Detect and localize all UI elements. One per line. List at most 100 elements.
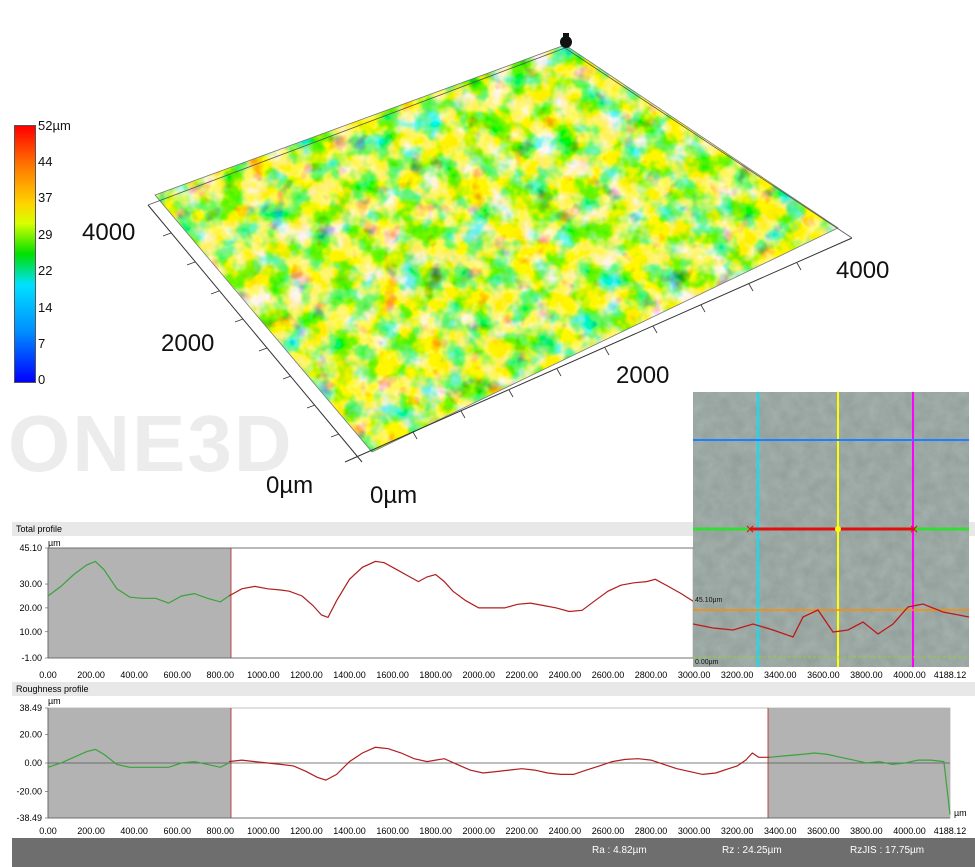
total-x-tick-label: 2400.00	[549, 670, 582, 680]
total-x-tick-label: 2000.00	[462, 670, 495, 680]
roughness-x-tick-label: 0.00	[39, 826, 57, 836]
total-x-tick-label: 1800.00	[419, 670, 452, 680]
scale-tick: 22	[38, 263, 53, 278]
axis-x-tick-label: 0µm	[370, 482, 418, 509]
scale-tick: 37	[38, 190, 53, 205]
roughness-x-tick-label: 4000.00	[893, 826, 926, 836]
roughness-x-tick-label: 2400.00	[549, 826, 582, 836]
total-x-tick-label: 1400.00	[333, 670, 366, 680]
scale-tick: 0	[38, 372, 46, 387]
axis-x-tick-label: 4000	[836, 257, 890, 284]
total-x-tick-label: 1000.00	[247, 670, 280, 680]
total-series-line	[47, 560, 230, 604]
roughness-x-tick-label: 1800.00	[419, 826, 452, 836]
scale-tick: 52µm	[38, 118, 71, 133]
roughness-profile-title: Roughness profile	[16, 684, 89, 694]
roughness-x-tick-label: 1600.00	[376, 826, 409, 836]
roughness-x-tick-label: 400.00	[120, 826, 148, 836]
roughness-x-tick-label: 4188.12	[934, 826, 967, 836]
roughness-x-tick-label: 1200.00	[290, 826, 323, 836]
total-excluded-region	[48, 548, 231, 658]
roughness-x-tick-label: 2200.00	[506, 826, 539, 836]
axis-x-ticks	[412, 262, 802, 440]
roughness-y-tick-label: -38.49	[16, 813, 42, 823]
total-x-tick-label: 1200.00	[290, 670, 323, 680]
roughness-x-tick-label: 600.00	[163, 826, 191, 836]
roughness-series-line	[47, 748, 230, 768]
total-x-tick-label: 4000.00	[893, 670, 926, 680]
total-profile-lines	[47, 560, 695, 619]
total-x-tick-label: 2800.00	[635, 670, 668, 680]
roughness-y-ticks: 38.49 20.00 0.00 -20.00 -38.49	[16, 703, 48, 823]
roughness-x-tick-label: 800.00	[207, 826, 235, 836]
roughness-y-tick-label: 38.49	[19, 703, 42, 713]
total-x-tick-label: 3600.00	[807, 670, 840, 680]
micrograph-inset: × × 45.10µm 0.00µm	[693, 392, 969, 667]
ra-value: Ra : 4.82µm	[592, 845, 647, 856]
total-x-tick-label: 800.00	[207, 670, 235, 680]
roughness-profile-unit: µm	[48, 696, 61, 706]
total-x-tick-label: 3800.00	[850, 670, 883, 680]
axis-y-tick-label: 2000	[161, 330, 215, 357]
roughness-x-tick-label: 3000.00	[678, 826, 711, 836]
total-y-ticks: 45.10 30.00 20.00 10.00 -1.00	[19, 543, 48, 663]
roughness-x-tick-label: 2000.00	[462, 826, 495, 836]
scale-tick: 14	[38, 300, 53, 315]
total-x-tick-label: 2200.00	[506, 670, 539, 680]
svg-text:×: ×	[745, 522, 755, 536]
total-series-line	[228, 560, 695, 619]
roughness-y-tick-label: 20.00	[19, 729, 42, 739]
total-x-tick-label: 3000.00	[678, 670, 711, 680]
total-x-tick-label: 3400.00	[764, 670, 797, 680]
axis-y-tick-label: 4000	[82, 219, 136, 246]
total-x-tick-label: 2600.00	[592, 670, 625, 680]
total-y-tick-label: 20.00	[19, 603, 42, 613]
roughness-x-ticks: 0.00 200.00 400.00 600.00 800.00 1000.00 1200.…	[39, 826, 966, 836]
total-y-tick-label: 10.00	[19, 627, 42, 637]
total-x-tick-label: 400.00	[120, 670, 148, 680]
total-x-ticks: 0.00 200.00 400.00 600.00 800.00 1000.00 1200.…	[39, 670, 966, 680]
roughness-x-tick-label: 200.00	[77, 826, 105, 836]
roughness-x-tick-label: 3200.00	[721, 826, 754, 836]
roughness-y-tick-label: -20.00	[16, 787, 42, 797]
roughness-y-tick-label: 0.00	[24, 758, 42, 768]
total-x-tick-label: 600.00	[163, 670, 191, 680]
total-x-tick-label: 3200.00	[721, 670, 754, 680]
roughness-x-tick-label: 1000.00	[247, 826, 280, 836]
profile-panels: Total profile µm 45.10 30.00 20.00 10.00 -1.…	[12, 522, 975, 836]
axis-x-tick-label: 2000	[616, 362, 670, 389]
status-bar	[12, 838, 975, 867]
roughness-x-tick-label: 3600.00	[807, 826, 840, 836]
axis-x-line	[344, 237, 853, 463]
surface-3d-svg	[147, 33, 853, 463]
svg-text:×: ×	[909, 522, 919, 536]
roughness-x-tick-label: 2600.00	[592, 826, 625, 836]
total-x-tick-label: 1600.00	[376, 670, 409, 680]
rz-value: Rz : 24.25µm	[722, 845, 782, 856]
total-y-tick-label: 45.10	[19, 543, 42, 553]
scale-tick: 44	[38, 154, 53, 169]
surface-3d-view	[147, 33, 853, 463]
roughness-x-tick-label: 3400.00	[764, 826, 797, 836]
axis-y-tick-label: 0µm	[266, 472, 314, 499]
roughness-x-unit: µm	[954, 808, 967, 818]
total-x-tick-label: 4188.12	[934, 670, 967, 680]
micrograph-svg: × × 45.10µm 0.00µm	[693, 392, 969, 667]
roughness-x-tick-label: 1400.00	[333, 826, 366, 836]
scale-tick: 7	[38, 336, 46, 351]
scale-tick: 29	[38, 227, 53, 242]
inset-label-bottom: 0.00µm	[695, 659, 719, 666]
total-profile-title: Total profile	[16, 524, 62, 534]
total-y-tick-label: -1.00	[21, 653, 42, 663]
roughness-profile-lines	[47, 746, 951, 815]
roughness-x-tick-label: 2800.00	[635, 826, 668, 836]
watermark-logo: ONE3D	[8, 399, 294, 488]
inset-label-top: 45.10µm	[695, 597, 723, 604]
roughness-x-tick-label: 3800.00	[850, 826, 883, 836]
height-scale-bar	[14, 125, 36, 383]
axis-y-line	[147, 204, 363, 463]
total-profile-unit: µm	[48, 538, 61, 548]
total-x-tick-label: 200.00	[77, 670, 105, 680]
total-x-tick-label: 0.00	[39, 670, 57, 680]
roughness-series-line	[228, 746, 770, 781]
